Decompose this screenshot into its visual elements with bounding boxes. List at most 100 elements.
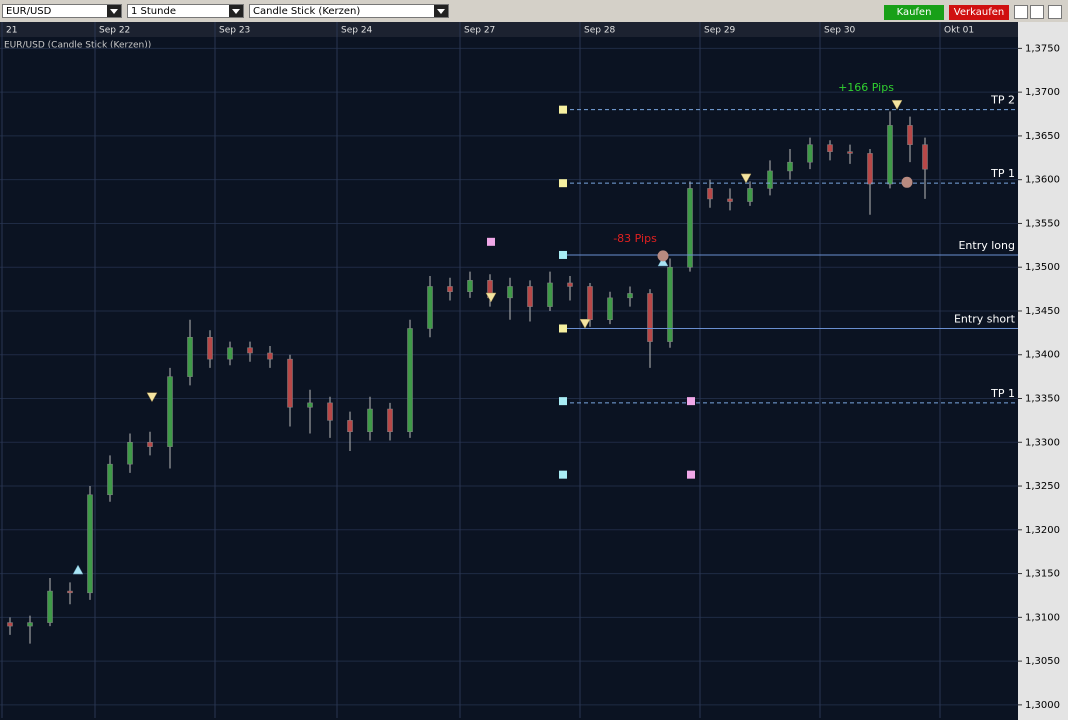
y-tick-label: 1,3350 <box>1025 394 1060 405</box>
candle-body <box>207 336 213 360</box>
buy-signal <box>657 256 669 267</box>
y-tick-label: 1,3050 <box>1025 656 1060 667</box>
y-tick-label: 1,3250 <box>1025 481 1060 492</box>
candle-body <box>47 590 53 623</box>
candle-body <box>127 442 133 465</box>
candle-body <box>587 286 593 320</box>
y-tick-label: 1,3550 <box>1025 218 1060 229</box>
square-marker <box>559 470 567 479</box>
dropdown-arrow[interactable] <box>229 5 243 17</box>
x-tick-label: Sep 29 <box>704 26 736 36</box>
candle-body <box>427 286 433 329</box>
sell-signal <box>579 318 591 329</box>
candle-body <box>607 297 613 320</box>
candle-body <box>847 151 853 154</box>
candle-body <box>707 188 713 200</box>
x-tick-label: Okt 01 <box>944 26 974 36</box>
interval-text: 1 Stunde <box>131 6 176 17</box>
annotation: +166 Pips <box>838 81 894 94</box>
candle-body <box>667 266 673 342</box>
tool-bars[interactable] <box>1014 5 1028 19</box>
candle-body <box>547 282 553 307</box>
level-label: TP 2 <box>990 94 1015 107</box>
candle-body <box>287 358 293 408</box>
candle-body <box>347 420 353 433</box>
candle-body <box>907 125 913 145</box>
square-marker <box>559 250 567 259</box>
candle-body <box>307 402 313 408</box>
square-marker <box>487 237 495 246</box>
square-marker <box>687 397 695 406</box>
y-tick-label: 1,3750 <box>1025 43 1060 54</box>
level-label: TP 1 <box>990 167 1015 180</box>
x-tick-label: Sep 22 <box>99 26 130 36</box>
y-tick-label: 1,3100 <box>1025 612 1060 623</box>
sell-signal <box>485 292 497 303</box>
symbol-text: EUR/USD <box>6 6 52 17</box>
toolbar: EUR/USD 1 Stunde Candle Stick (Kerzen) K… <box>0 0 1068 23</box>
square-marker <box>559 324 567 333</box>
y-tick-label: 1,3150 <box>1025 569 1060 580</box>
candle-body <box>267 352 273 360</box>
candle-body <box>407 328 413 433</box>
candle-body <box>447 286 453 292</box>
style-select[interactable]: Candle Stick (Kerzen) <box>249 4 449 18</box>
date-axis <box>0 22 1018 37</box>
square-marker <box>687 470 695 479</box>
candle-body <box>387 408 393 433</box>
candle-body <box>727 198 733 202</box>
square-marker <box>559 179 567 188</box>
candle-body <box>327 402 333 421</box>
symbol-select[interactable]: EUR/USD <box>2 4 122 18</box>
candle-body <box>527 286 533 307</box>
candle-body <box>787 161 793 172</box>
x-tick-label: Sep 24 <box>341 26 373 36</box>
y-tick-label: 1,3650 <box>1025 131 1060 142</box>
candle-body <box>867 153 873 185</box>
candle-body <box>922 144 928 170</box>
circle-marker <box>901 176 913 188</box>
candle-body <box>87 494 93 594</box>
x-tick-label: 21 <box>6 26 17 36</box>
buy-button[interactable]: Kaufen <box>884 5 944 20</box>
dropdown-arrow[interactable] <box>107 5 121 17</box>
candle-body <box>107 463 113 496</box>
style-text: Candle Stick (Kerzen) <box>253 6 361 17</box>
candle-body <box>247 347 253 354</box>
y-tick-label: 1,3450 <box>1025 306 1060 317</box>
candle-body <box>747 188 753 202</box>
circle-marker <box>657 250 669 262</box>
candle-body <box>887 125 893 185</box>
y-tick-label: 1,3300 <box>1025 437 1060 448</box>
candle-body <box>187 336 193 377</box>
price-axis <box>1018 22 1068 720</box>
y-tick-label: 1,3400 <box>1025 350 1060 361</box>
chart: EUR/USD (Candle Stick (Kerzen)) 1,3000 1,… <box>0 22 1068 720</box>
candle-body <box>467 280 473 292</box>
x-tick-label: Sep 27 <box>464 26 495 36</box>
candle-body <box>367 408 373 433</box>
candle-body <box>27 622 33 627</box>
annotation: -83 Pips <box>613 232 657 245</box>
chart-caption: EUR/USD (Candle Stick (Kerzen)) <box>4 41 151 51</box>
sell-button[interactable]: Verkaufen <box>949 5 1009 20</box>
interval-select[interactable]: 1 Stunde <box>127 4 244 18</box>
candle-body <box>647 293 653 342</box>
candle-body <box>67 590 73 594</box>
square-marker <box>559 397 567 406</box>
dropdown-arrow[interactable] <box>434 5 448 17</box>
y-tick-label: 1,3000 <box>1025 700 1060 711</box>
sell-signal <box>740 173 752 184</box>
level-label: TP 1 <box>990 387 1015 400</box>
sell-signal <box>146 392 158 403</box>
square-marker <box>559 105 567 114</box>
candle-body <box>507 286 513 299</box>
tool-window[interactable] <box>1048 5 1062 19</box>
candle-body <box>147 442 153 447</box>
x-tick-label: Sep 30 <box>824 26 856 36</box>
tool-line[interactable] <box>1030 5 1044 19</box>
y-tick-label: 1,3600 <box>1025 175 1060 186</box>
candle-body <box>827 144 833 152</box>
candle-body <box>7 622 13 627</box>
